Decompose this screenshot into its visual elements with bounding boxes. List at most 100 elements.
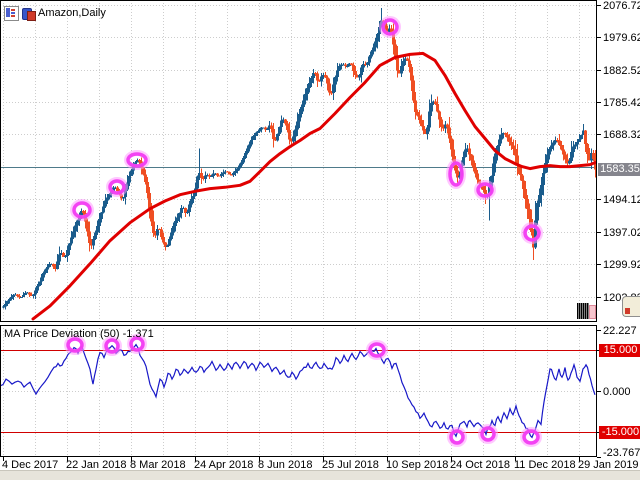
annotation-circle xyxy=(480,426,496,442)
annotation-circle xyxy=(522,429,540,445)
candle-body xyxy=(190,199,193,205)
candle-body xyxy=(492,163,495,177)
candle-body xyxy=(320,76,323,82)
candle-body xyxy=(92,239,95,246)
candle-body xyxy=(326,77,329,84)
time-axis-label: 29 Jan 2019 xyxy=(578,459,639,471)
candle-body xyxy=(554,139,557,143)
candle-body xyxy=(474,167,477,174)
candle-body xyxy=(312,72,315,78)
candle-body xyxy=(130,170,133,176)
candle-body xyxy=(450,138,453,150)
candle-body xyxy=(408,60,411,68)
candle-body xyxy=(466,148,469,150)
candle-body xyxy=(102,206,105,213)
annotation-circle xyxy=(72,201,92,219)
candle-body xyxy=(552,142,555,146)
candle-body xyxy=(182,208,185,210)
candle-body xyxy=(384,21,387,30)
candle-body xyxy=(582,130,585,135)
candle-body xyxy=(20,296,23,298)
candle-body xyxy=(540,184,543,195)
candle-body xyxy=(442,126,445,129)
candle-body xyxy=(68,243,71,250)
eod-bar xyxy=(585,303,587,319)
candle-body xyxy=(60,252,63,255)
candle-body xyxy=(334,77,337,85)
candle-body xyxy=(6,301,9,304)
candle-body xyxy=(164,242,167,247)
candle-body xyxy=(288,130,291,140)
candle-body xyxy=(424,130,427,134)
candle-body xyxy=(292,136,295,142)
candle-body xyxy=(52,263,55,267)
candle-body xyxy=(144,174,147,182)
end-of-data-marker xyxy=(577,303,596,319)
candle-body xyxy=(330,92,333,94)
candle-body xyxy=(446,124,449,128)
candle-body xyxy=(222,172,225,175)
candle-body xyxy=(2,306,5,308)
price-axis-label: 1299.92 xyxy=(603,259,640,271)
candle-body xyxy=(120,194,123,199)
candle-body xyxy=(18,295,21,298)
candle-body xyxy=(250,140,253,145)
candle-body xyxy=(514,148,517,156)
candle-body xyxy=(314,72,317,74)
price-axis-label: 1688.32 xyxy=(603,129,640,141)
candle-body xyxy=(64,255,67,257)
candle-body xyxy=(440,119,443,127)
candle-body xyxy=(226,171,229,173)
candle-body xyxy=(162,236,165,243)
time-axis-label: 8 Mar 2018 xyxy=(130,459,186,471)
candle-body xyxy=(364,64,367,66)
candle-body xyxy=(142,167,145,175)
candle-body xyxy=(390,28,393,33)
candle-body xyxy=(266,128,269,130)
candle-body xyxy=(574,144,577,147)
candle-body xyxy=(70,237,73,244)
candle-body xyxy=(34,290,37,295)
eod-bar xyxy=(577,303,579,319)
candle-body xyxy=(388,28,391,32)
candle-body xyxy=(502,132,505,135)
eod-pink-block xyxy=(589,305,596,319)
candle-body xyxy=(170,232,173,239)
candle-body xyxy=(504,132,507,135)
candle-body xyxy=(368,56,371,63)
candle-body xyxy=(594,159,597,170)
candle-body xyxy=(438,111,441,120)
candle-body xyxy=(192,196,195,200)
annotation-circle xyxy=(129,336,145,352)
level-upper-badge: 15.000 xyxy=(599,344,640,357)
candle-body xyxy=(88,231,91,243)
annotation-circle xyxy=(381,18,399,36)
candle-body xyxy=(156,228,159,236)
candle-body xyxy=(236,168,239,172)
candle-body xyxy=(558,140,561,146)
candle-body xyxy=(198,173,201,177)
candle-body xyxy=(166,245,169,247)
candle-body xyxy=(402,60,405,66)
candle-body xyxy=(512,145,515,149)
time-axis-label: 24 Oct 2018 xyxy=(450,459,510,471)
candle-body xyxy=(344,64,347,67)
candle-body xyxy=(578,138,581,143)
candle-body xyxy=(498,139,501,146)
candle-body xyxy=(270,125,273,129)
candle-body xyxy=(510,141,513,146)
candle-body xyxy=(168,238,171,246)
main-plot-border xyxy=(0,0,597,322)
candle-body xyxy=(430,102,433,112)
candle-body xyxy=(242,158,245,163)
candle-body xyxy=(484,190,487,197)
candle-body xyxy=(572,146,575,152)
ma-line[interactable] xyxy=(31,51,597,321)
candle-body xyxy=(560,145,563,150)
candle-body xyxy=(76,220,79,226)
candle-body xyxy=(546,154,549,164)
candle-body xyxy=(294,129,297,137)
candle-body xyxy=(468,148,471,155)
